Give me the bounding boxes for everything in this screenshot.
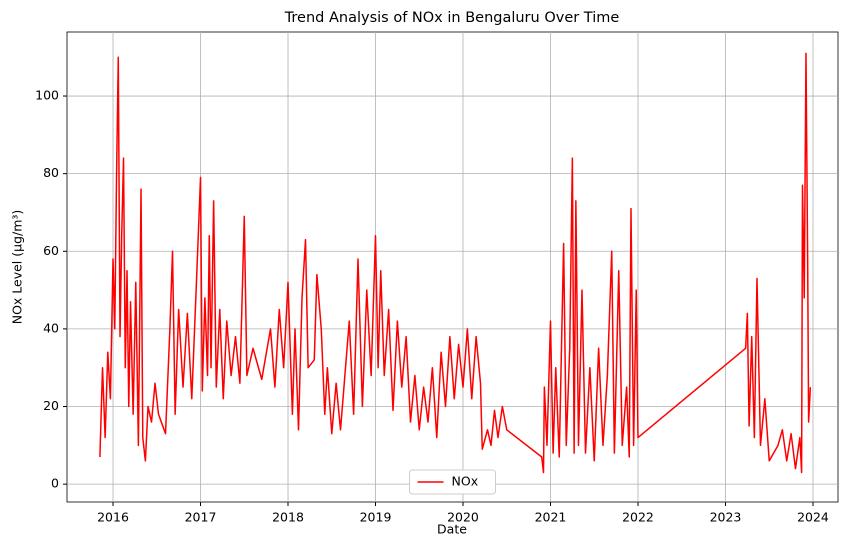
x-tick-label: 2018 (272, 510, 304, 525)
y-axis-label: NOx Level (µg/m³) (10, 210, 25, 325)
x-tick-label: 2016 (97, 510, 129, 525)
x-tick-label: 2024 (797, 510, 829, 525)
x-tick-label: 2019 (360, 510, 392, 525)
x-tick-label: 2020 (447, 510, 479, 525)
legend-box (409, 469, 496, 495)
y-tick-label: 80 (43, 165, 59, 180)
y-tick-label: 100 (35, 88, 59, 103)
line-series (99, 52, 812, 474)
chart-title: Trend Analysis of NOx in Bengaluru Over … (284, 10, 620, 26)
x-axis-label: Date (437, 522, 467, 537)
plot-frame (66, 31, 839, 503)
x-tick-label: 2022 (622, 510, 654, 525)
x-tick-label: 2017 (185, 510, 217, 525)
y-tick-label: 60 (43, 243, 59, 258)
x-tick-label: 2023 (710, 510, 742, 525)
y-tick-label: 40 (43, 320, 59, 335)
y-tick-label: 20 (43, 398, 59, 413)
y-tick-label: 0 (51, 476, 59, 491)
legend-label: NOx (452, 474, 479, 489)
legend: NOx (409, 469, 496, 495)
x-tick-label: 2021 (535, 510, 567, 525)
